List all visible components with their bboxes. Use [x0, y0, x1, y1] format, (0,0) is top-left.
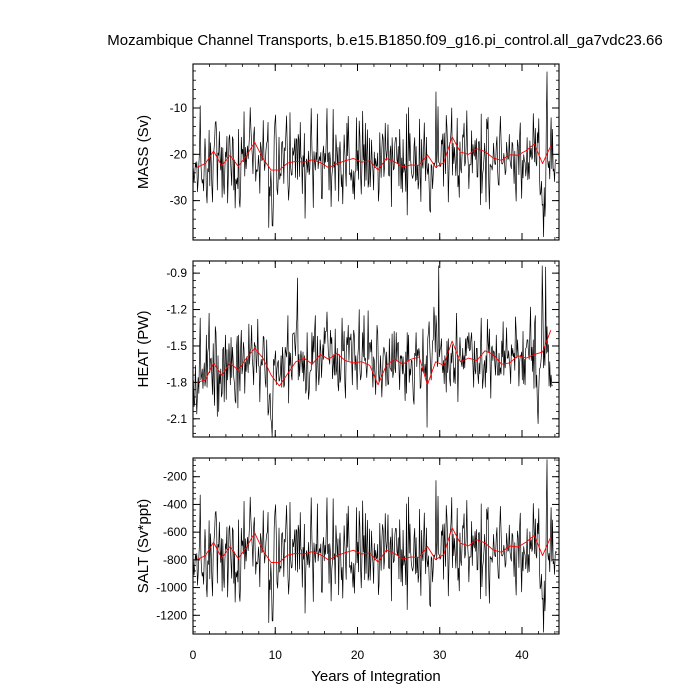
heat-y-axis-title: HEAT (PW): [135, 311, 152, 388]
salt-y-tick-label: -600: [163, 525, 187, 539]
x-tick-label: 0: [190, 648, 197, 662]
heat-plot-frame: [192, 260, 560, 438]
x-tick-label: 40: [515, 648, 529, 662]
salt-plot-frame: [192, 457, 560, 635]
heat-y-tick-label: -1.8: [166, 375, 187, 389]
mass-annual-series-line: [196, 136, 552, 171]
mass-y-axis-title: MASS (Sv): [135, 115, 152, 189]
heat-annual-series-line: [196, 330, 552, 387]
salt-y-tick-label: -1000: [156, 581, 187, 595]
salt-monthly-series-line: [192, 459, 557, 633]
heat-y-tick-label: -1.5: [166, 339, 187, 353]
salt-y-tick-label: -1200: [156, 608, 187, 622]
heat-y-tick-label: -0.9: [166, 266, 187, 280]
x-tick-label: 30: [433, 648, 447, 662]
x-axis-title: Years of Integration: [311, 668, 441, 685]
mass-y-tick-label: -30: [170, 194, 188, 208]
panels-layer: -30 -20 -10 MASS (Sv) -2.1 -1.8 -1.5 -1.2 -0.9 HE…: [135, 63, 560, 662]
salt-y-tick-label: -400: [163, 497, 187, 511]
mass-y-tick-label: -10: [170, 101, 188, 115]
heat-y-tick-label: -2.1: [166, 412, 187, 426]
salt-panel: -1200 -1000 -800 -600 -400 -200 SALT (Sv*ppt) 0…: [135, 457, 560, 662]
salt-annual-series-line: [196, 527, 552, 563]
x-tick-label: 20: [351, 648, 365, 662]
mass-y-tick-label: -20: [170, 147, 188, 161]
salt-y-tick-label: -800: [163, 553, 187, 567]
mass-monthly-series-line: [192, 71, 557, 238]
salt-y-axis-title: SALT (Sv*ppt): [135, 499, 152, 593]
chart-title: Mozambique Channel Transports, b.e15.B18…: [107, 32, 663, 49]
x-tick-label: 10: [269, 648, 283, 662]
heat-panel: -2.1 -1.8 -1.5 -1.2 -0.9 HEAT (PW): [135, 260, 560, 438]
heat-y-tick-label: -1.2: [166, 303, 187, 317]
heat-monthly-series-line: [192, 265, 553, 438]
mass-panel: -30 -20 -10 MASS (Sv): [135, 63, 560, 241]
salt-y-tick-label: -200: [163, 470, 187, 484]
mass-plot-frame: [192, 63, 560, 241]
